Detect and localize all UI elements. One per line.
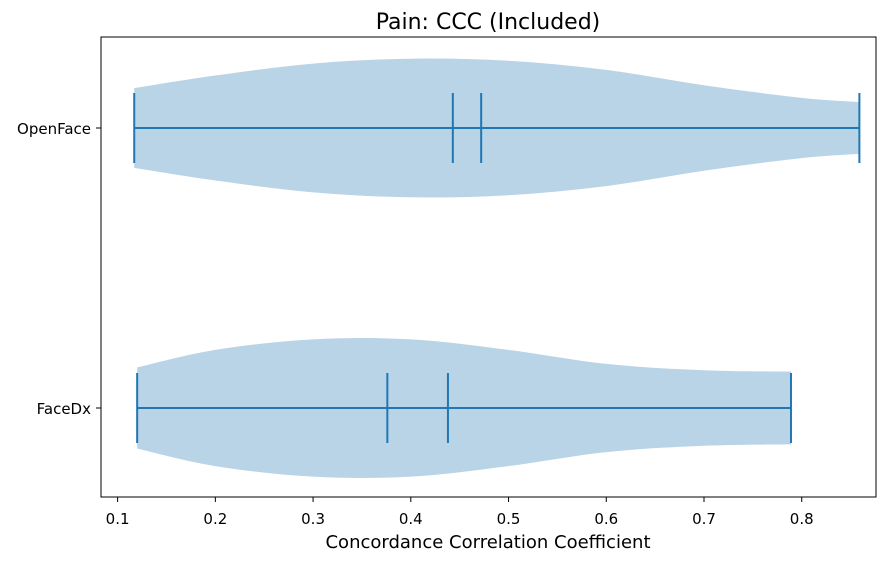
x-tick-label: 0.8 <box>790 510 814 528</box>
y-tick-label: FaceDx <box>37 400 91 418</box>
x-tick-label: 0.2 <box>203 510 227 528</box>
x-tick-label: 0.3 <box>301 510 325 528</box>
x-tick-label: 0.7 <box>692 510 716 528</box>
x-tick-label: 0.5 <box>497 510 521 528</box>
x-tick-label: 0.4 <box>399 510 423 528</box>
x-tick-label: 0.6 <box>594 510 618 528</box>
violin-bodies <box>134 58 860 478</box>
chart-title: Pain: CCC (Included) <box>376 10 601 35</box>
y-tick-label: OpenFace <box>17 120 91 138</box>
x-axis-label: Concordance Correlation Coefficient <box>325 532 650 553</box>
violin-stat-lines <box>133 93 861 443</box>
y-axis-ticks: OpenFace FaceDx <box>17 120 101 418</box>
x-tick-label: 0.1 <box>106 510 130 528</box>
x-axis-ticks: 0.1 0.2 0.3 0.4 0.5 0.6 0.7 0.8 <box>106 497 814 528</box>
plot-area-frame <box>100 36 877 498</box>
